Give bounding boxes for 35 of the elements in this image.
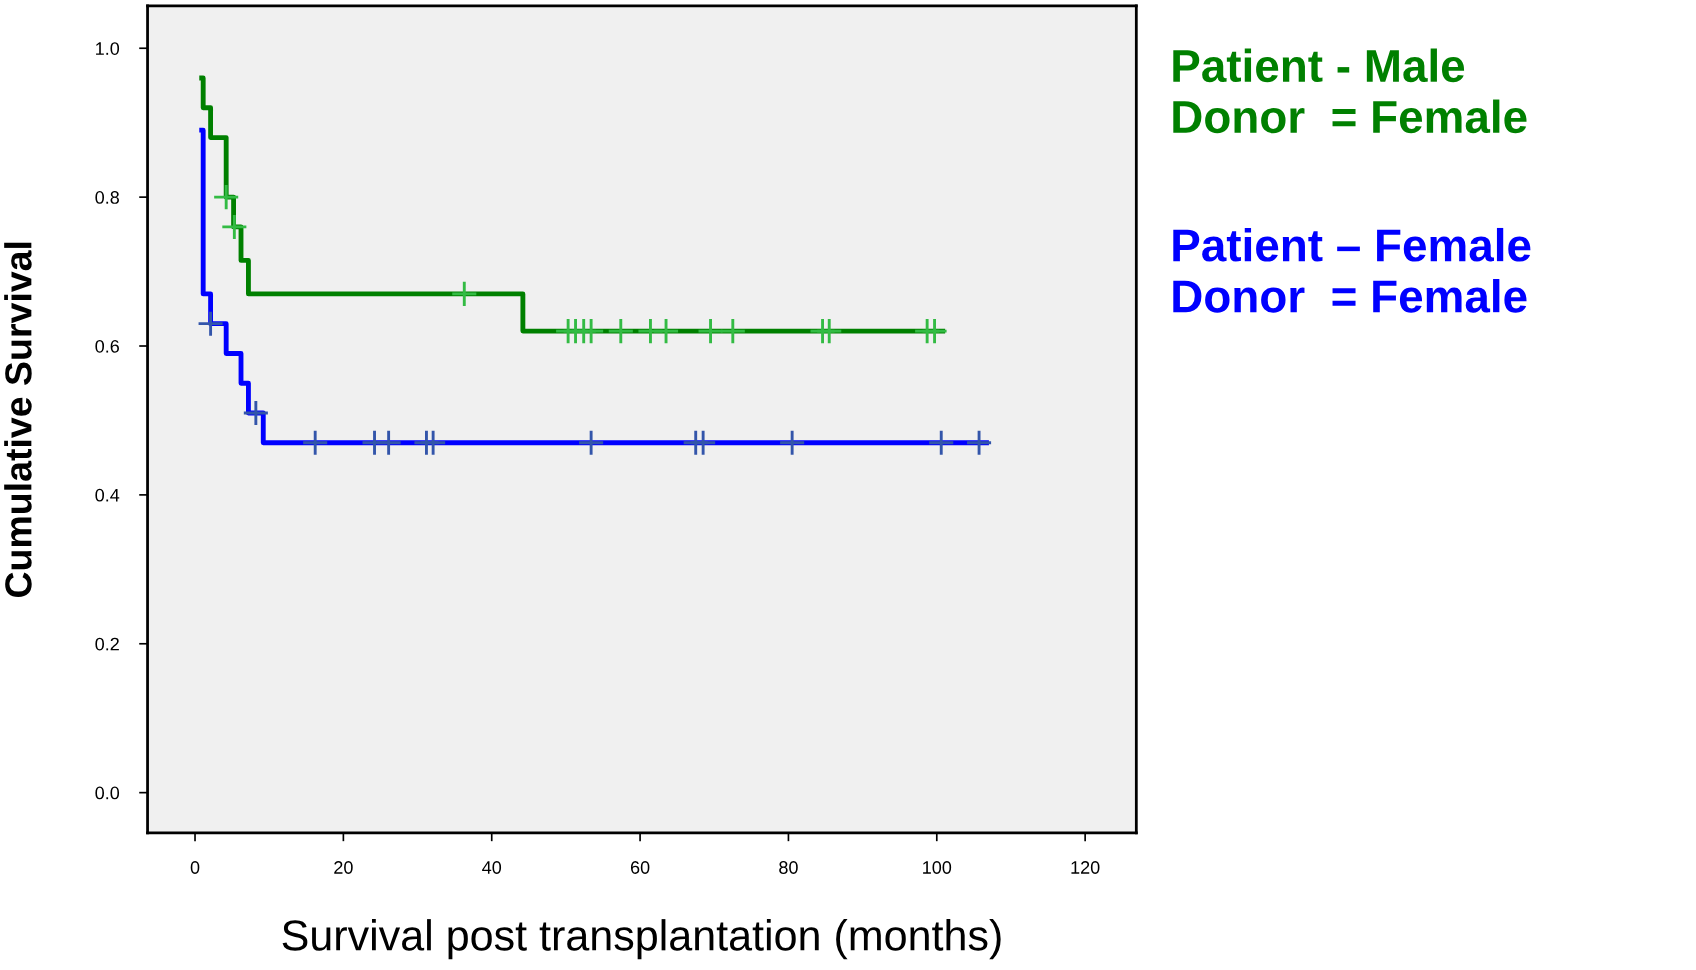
- x-tick-label: 40: [482, 861, 502, 874]
- point: [780, 430, 805, 455]
- y-tick-label: 1.0: [96, 42, 120, 55]
- point: [198, 311, 223, 336]
- x-tick-label: 120: [1071, 861, 1100, 874]
- point: [579, 430, 604, 455]
- point: [222, 214, 247, 239]
- y-tick-label: 0.0: [95, 786, 120, 800]
- x-tick-label: 20: [334, 861, 353, 874]
- x-tick-label: 80: [779, 861, 798, 874]
- y-axis-title: Cumulative Survival: [4, 242, 32, 598]
- point: [421, 430, 446, 455]
- x-tick-label: 0: [190, 861, 200, 874]
- point: [376, 430, 401, 455]
- point: [452, 281, 477, 306]
- point: [817, 319, 842, 344]
- point: [967, 430, 992, 455]
- y-tick-label: 0.6: [95, 339, 119, 353]
- point: [579, 319, 604, 344]
- point: [214, 185, 239, 210]
- text: Patient - Male Donor = Female: [1173, 48, 1527, 134]
- point: [608, 319, 633, 344]
- point: [922, 319, 947, 344]
- text: Patient – Female Donor = Female: [1173, 227, 1531, 313]
- point: [929, 430, 954, 455]
- point: [698, 319, 723, 344]
- x-tick-label: 100: [923, 861, 952, 874]
- x-axis-title: Survival post transplantation (months): [282, 919, 1001, 960]
- y-tick-label: 0.8: [95, 191, 119, 204]
- point: [691, 430, 716, 455]
- point: [303, 430, 328, 455]
- point: [720, 319, 745, 344]
- y-tick-label: 0.2: [95, 637, 119, 651]
- y-tick-label: 0.4: [95, 488, 120, 502]
- x-tick-label: 60: [630, 861, 650, 874]
